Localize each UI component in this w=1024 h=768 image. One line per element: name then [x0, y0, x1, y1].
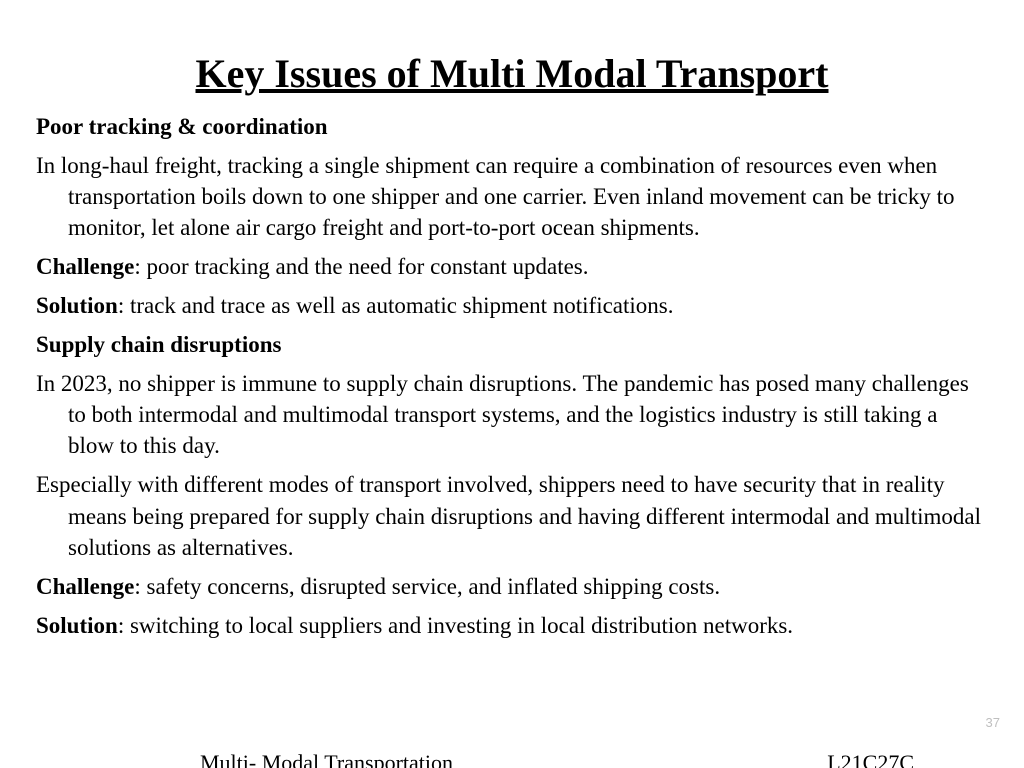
challenge-label: Challenge — [36, 574, 134, 599]
challenge-label: Challenge — [36, 254, 134, 279]
solution-text: : track and trace as well as automatic s… — [118, 293, 674, 318]
section-2-solution: Solution: switching to local suppliers a… — [36, 610, 988, 641]
solution-label: Solution — [36, 293, 118, 318]
solution-label: Solution — [36, 613, 118, 638]
challenge-text: : safety concerns, disrupted service, an… — [134, 574, 720, 599]
slide-title: Key Issues of Multi Modal Transport — [36, 50, 988, 97]
solution-text: : switching to local suppliers and inves… — [118, 613, 793, 638]
section-1-challenge: Challenge: poor tracking and the need fo… — [36, 251, 988, 282]
section-1-para-1: In long-haul freight, tracking a single … — [36, 150, 988, 243]
page-number: 37 — [986, 715, 1000, 730]
footer-left: Multi- Modal Transportation — [200, 750, 453, 768]
section-2-para-2: Especially with different modes of trans… — [36, 469, 988, 562]
section-heading-1: Poor tracking & coordination — [36, 111, 988, 142]
section-2-para-1: In 2023, no shipper is immune to supply … — [36, 368, 988, 461]
slide-body: Poor tracking & coordination In long-hau… — [36, 111, 988, 641]
challenge-text: : poor tracking and the need for constan… — [134, 254, 588, 279]
slide: Key Issues of Multi Modal Transport Poor… — [0, 0, 1024, 768]
section-2-challenge: Challenge: safety concerns, disrupted se… — [36, 571, 988, 602]
section-heading-2: Supply chain disruptions — [36, 329, 988, 360]
section-1-solution: Solution: track and trace as well as aut… — [36, 290, 988, 321]
footer-right: L21C27C — [827, 750, 914, 768]
